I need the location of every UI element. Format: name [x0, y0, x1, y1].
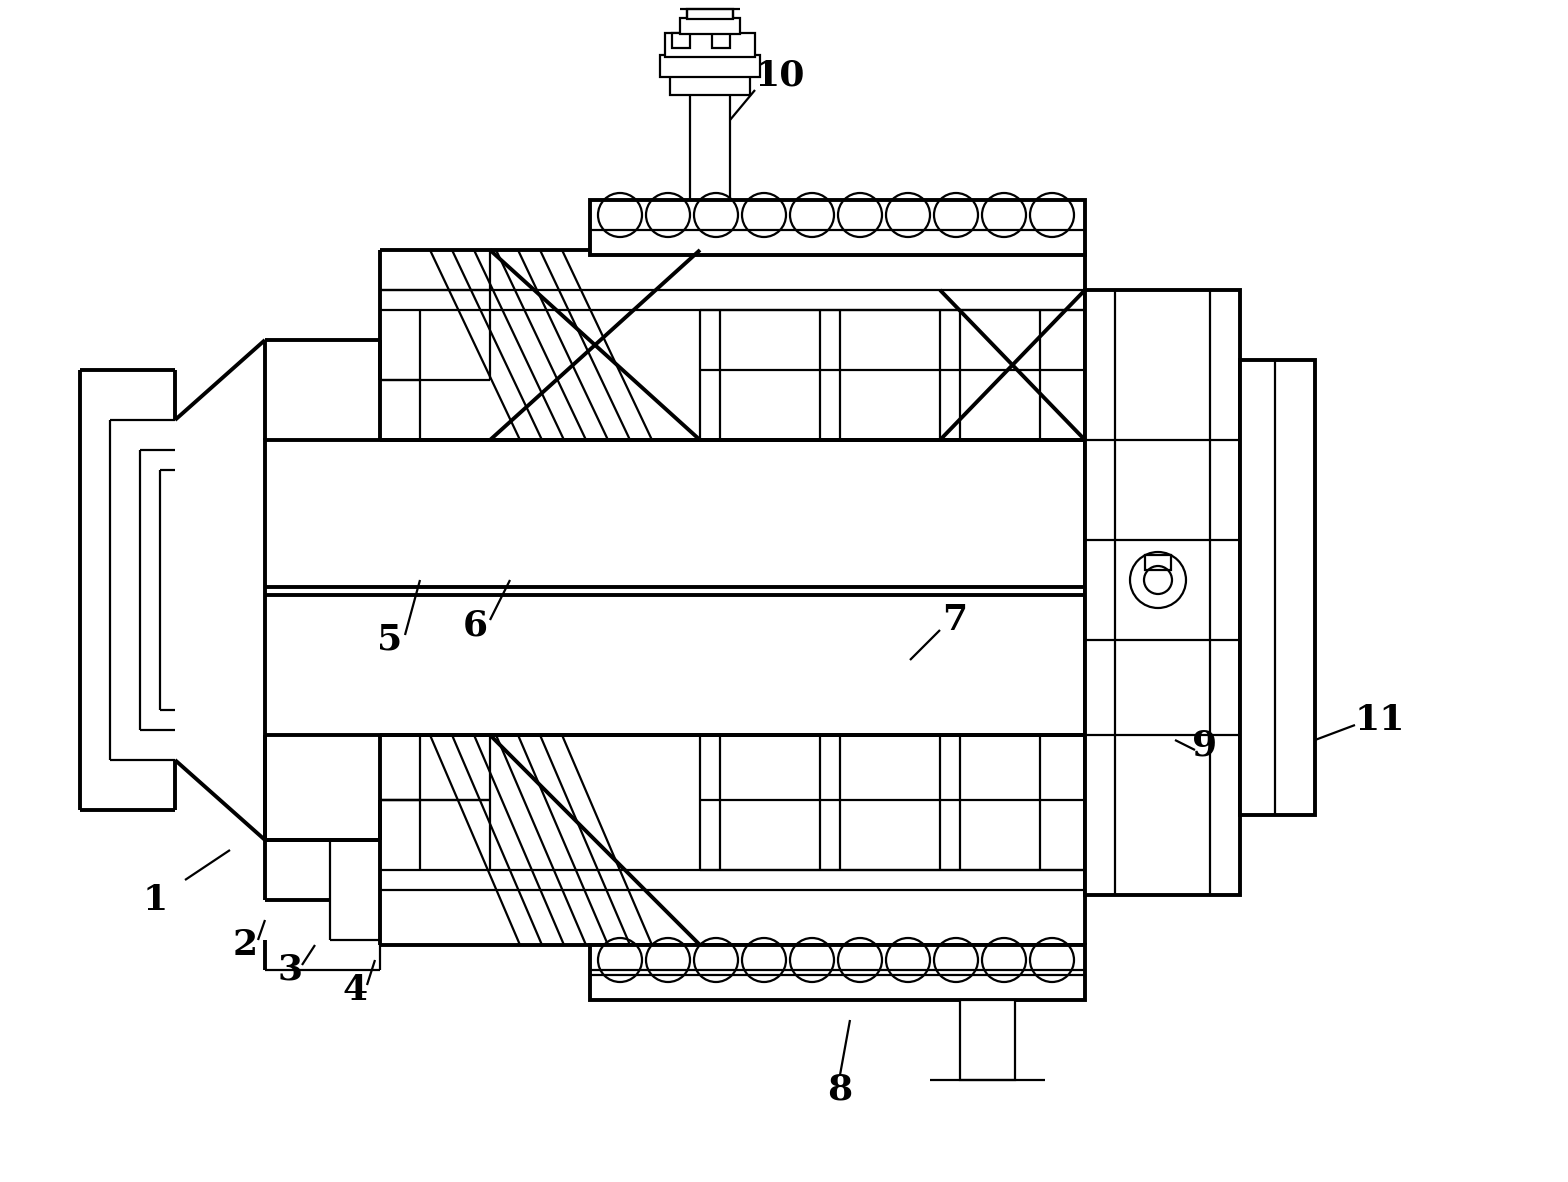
Bar — [712, 33, 731, 48]
Bar — [665, 33, 756, 57]
Text: 1: 1 — [143, 883, 168, 917]
Bar — [681, 18, 740, 34]
Bar — [673, 33, 690, 48]
Text: 8: 8 — [828, 1073, 853, 1108]
Text: 6: 6 — [463, 608, 488, 642]
Text: 4: 4 — [342, 973, 367, 1007]
Bar — [265, 440, 1085, 735]
Bar — [1240, 361, 1316, 816]
Text: 10: 10 — [754, 58, 806, 92]
Text: 7: 7 — [942, 603, 967, 637]
Text: 2: 2 — [232, 928, 257, 962]
Bar — [1145, 556, 1171, 570]
Text: 11: 11 — [1355, 703, 1405, 738]
Bar — [670, 74, 750, 95]
Bar — [1085, 290, 1240, 895]
Text: 5: 5 — [378, 623, 403, 657]
Bar — [590, 944, 1085, 1000]
Bar — [660, 56, 760, 77]
Bar — [960, 1000, 1014, 1080]
Text: 3: 3 — [278, 953, 303, 987]
Bar — [590, 200, 1085, 255]
Bar — [687, 9, 732, 19]
Text: 9: 9 — [1192, 728, 1218, 762]
